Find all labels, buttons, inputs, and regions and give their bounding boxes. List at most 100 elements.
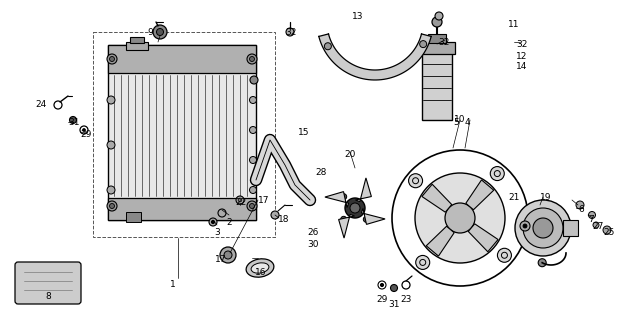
Polygon shape (468, 224, 498, 252)
Text: 2: 2 (226, 218, 232, 227)
Circle shape (69, 116, 76, 124)
Circle shape (593, 222, 599, 228)
Text: 6: 6 (578, 205, 584, 214)
Circle shape (415, 173, 505, 263)
Text: 14: 14 (516, 62, 528, 71)
Text: 24: 24 (35, 100, 46, 109)
Circle shape (416, 255, 430, 269)
Text: 12: 12 (516, 52, 528, 61)
Circle shape (497, 248, 511, 262)
Text: 32: 32 (516, 40, 528, 49)
Text: 4: 4 (465, 118, 471, 127)
Bar (422, 52, 452, 120)
Polygon shape (325, 192, 349, 208)
Text: 9: 9 (147, 28, 153, 37)
Text: 31: 31 (68, 118, 79, 127)
Circle shape (515, 200, 571, 256)
Text: 29: 29 (376, 295, 387, 304)
Circle shape (250, 187, 257, 194)
Polygon shape (338, 214, 354, 238)
Circle shape (247, 54, 257, 64)
Circle shape (109, 57, 114, 61)
Bar (108, 45, 256, 220)
Circle shape (408, 174, 422, 188)
Circle shape (247, 201, 257, 211)
Bar (93, 32, 275, 237)
Circle shape (83, 129, 86, 132)
Text: 22: 22 (235, 198, 246, 207)
Circle shape (156, 28, 163, 36)
Circle shape (350, 203, 360, 213)
Circle shape (533, 218, 553, 238)
Circle shape (576, 201, 584, 209)
Circle shape (250, 76, 258, 84)
Bar (108, 198, 256, 220)
Text: 32: 32 (285, 28, 297, 37)
Text: 28: 28 (315, 168, 326, 177)
Circle shape (341, 194, 347, 200)
Polygon shape (466, 180, 494, 210)
Circle shape (153, 25, 167, 39)
Ellipse shape (251, 263, 269, 273)
Text: 18: 18 (278, 215, 290, 224)
Circle shape (250, 97, 257, 103)
Circle shape (271, 211, 279, 219)
Text: 7: 7 (588, 215, 594, 224)
FancyBboxPatch shape (15, 262, 81, 304)
Polygon shape (422, 184, 451, 212)
Circle shape (435, 12, 443, 20)
Circle shape (589, 212, 596, 219)
Text: 5: 5 (453, 118, 458, 127)
Bar (419, 42, 455, 54)
Polygon shape (426, 226, 454, 256)
Circle shape (341, 216, 347, 222)
Circle shape (109, 204, 114, 209)
Bar (126, 42, 148, 50)
Circle shape (391, 284, 398, 292)
Text: 30: 30 (307, 240, 319, 249)
Circle shape (523, 208, 563, 248)
Circle shape (218, 209, 226, 217)
Circle shape (107, 186, 115, 194)
Circle shape (520, 221, 530, 231)
Polygon shape (356, 178, 371, 202)
Bar (126, 212, 141, 222)
Circle shape (107, 141, 115, 149)
Circle shape (432, 17, 442, 27)
Circle shape (250, 126, 257, 133)
Text: 19: 19 (540, 193, 552, 202)
Polygon shape (319, 34, 431, 80)
Circle shape (445, 203, 475, 233)
Bar (108, 45, 256, 73)
Circle shape (345, 198, 365, 218)
Text: 16: 16 (255, 268, 267, 277)
Text: 21: 21 (508, 193, 519, 202)
Circle shape (286, 28, 294, 36)
Text: 29: 29 (80, 130, 91, 139)
Text: 17: 17 (258, 196, 269, 205)
Circle shape (420, 41, 427, 48)
Text: 27: 27 (592, 222, 603, 231)
Circle shape (490, 167, 504, 180)
Text: 15: 15 (298, 128, 309, 137)
Text: 8: 8 (45, 292, 51, 301)
Bar (428, 34, 446, 43)
Circle shape (324, 43, 331, 50)
Text: 32: 32 (438, 38, 450, 47)
Circle shape (209, 218, 217, 226)
Bar (563, 220, 578, 236)
Text: 31: 31 (388, 300, 399, 309)
Polygon shape (361, 208, 385, 224)
Text: 13: 13 (352, 12, 363, 21)
Circle shape (603, 226, 611, 234)
Text: 17: 17 (215, 255, 227, 264)
Ellipse shape (246, 259, 274, 277)
Circle shape (250, 57, 255, 61)
Circle shape (380, 284, 384, 286)
Circle shape (211, 220, 215, 223)
Circle shape (236, 196, 244, 204)
Text: 3: 3 (214, 228, 220, 237)
Text: 25: 25 (603, 228, 615, 237)
Text: 1: 1 (170, 280, 176, 289)
Circle shape (107, 54, 117, 64)
